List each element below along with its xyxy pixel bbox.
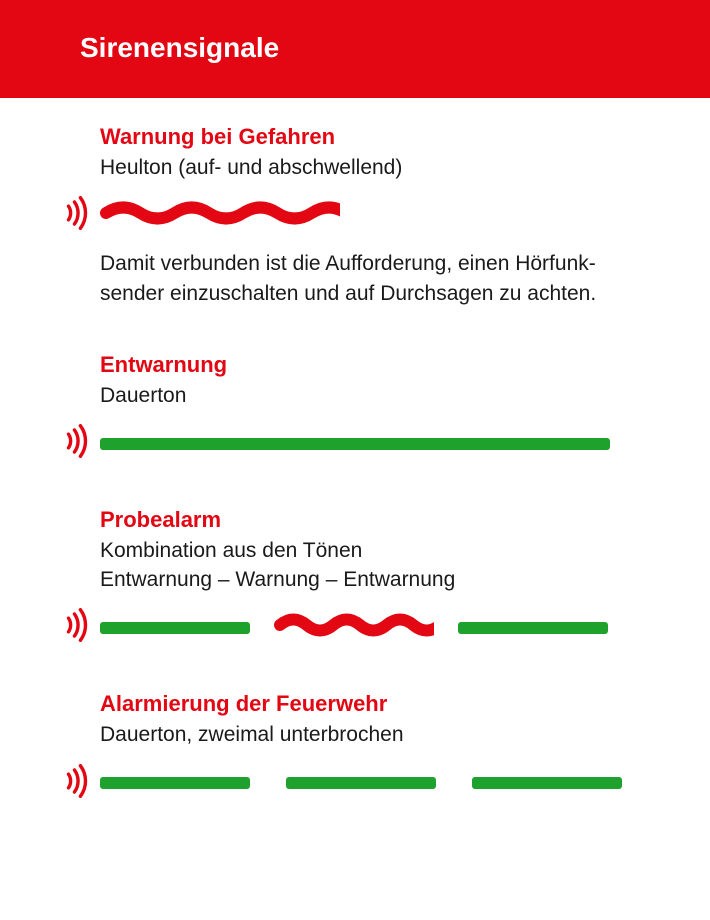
signal-row xyxy=(60,764,650,803)
sound-icon xyxy=(60,764,94,798)
signal-row xyxy=(60,424,650,463)
sound-icon-wrap xyxy=(60,196,100,235)
signal-wave xyxy=(100,195,340,231)
sound-icon-wrap xyxy=(60,764,100,803)
signal-wave xyxy=(274,607,434,643)
sound-icon-wrap xyxy=(60,608,100,647)
signal-section: Warnung bei Gefahren Heulton (auf- und ab… xyxy=(60,124,650,308)
signal-visual xyxy=(100,426,650,462)
signal-section: Entwarnung Dauerton xyxy=(60,352,650,463)
signal-visual xyxy=(100,198,650,234)
signal-bar xyxy=(472,777,622,789)
content: Warnung bei Gefahren Heulton (auf- und ab… xyxy=(0,98,710,803)
signal-bar xyxy=(100,622,250,634)
signal-bar xyxy=(100,777,250,789)
signal-visual xyxy=(100,610,650,646)
signal-wave-wrap xyxy=(274,607,434,648)
section-title: Probealarm xyxy=(100,507,650,533)
section-title: Entwarnung xyxy=(100,352,650,378)
signal-row xyxy=(60,608,650,647)
page-title: Sirenensignale xyxy=(80,32,710,64)
signal-wave-wrap xyxy=(100,195,340,236)
header: Sirenensignale xyxy=(0,0,710,98)
sound-icon xyxy=(60,424,94,458)
signal-section: Alarmierung der Feuerwehr Dauerton, zweim… xyxy=(60,691,650,802)
section-description: Damit verbunden ist die Aufforderung, ei… xyxy=(100,249,620,308)
signal-bar xyxy=(458,622,608,634)
signal-visual xyxy=(100,765,650,801)
section-subtitle: Heulton (auf- und abschwellend) xyxy=(100,154,650,182)
signal-bar xyxy=(100,438,610,450)
signal-section: Probealarm Kombination aus den Tönen Entw… xyxy=(60,507,650,647)
section-subtitle: Dauerton, zweimal unterbrochen xyxy=(100,721,650,749)
section-subtitle: Dauerton xyxy=(100,382,650,410)
sound-icon xyxy=(60,196,94,230)
sound-icon-wrap xyxy=(60,424,100,463)
section-title: Warnung bei Gefahren xyxy=(100,124,650,150)
section-subtitle: Kombination aus den Tönen Entwarnung – W… xyxy=(100,537,650,594)
section-title: Alarmierung der Feuerwehr xyxy=(100,691,650,717)
sound-icon xyxy=(60,608,94,642)
signal-row xyxy=(60,196,650,235)
signal-bar xyxy=(286,777,436,789)
